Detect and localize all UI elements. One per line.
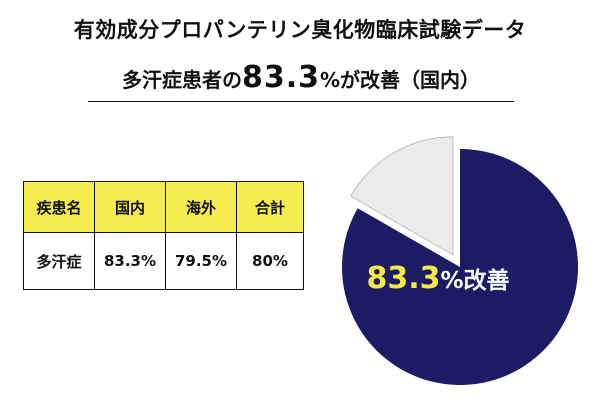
- improvement-pie-chart: 83.3%改善: [342, 136, 578, 385]
- header-cell-total: 合計: [236, 181, 304, 233]
- cell-overseas: 79.5%: [165, 232, 237, 290]
- cell-total: 80%: [236, 232, 304, 290]
- table-row: 多汗症 83.3% 79.5% 80%: [23, 232, 304, 290]
- trial-data-table: 疾患名 国内 海外 合計 多汗症 83.3% 79.5% 80%: [23, 181, 304, 290]
- headline-prefix: 多汗症患者の: [121, 68, 242, 92]
- page-title: 有効成分プロパンテリン臭化物臨床試験データ: [73, 18, 527, 42]
- header-cell-overseas: 海外: [165, 181, 237, 233]
- cell-disease: 多汗症: [23, 232, 95, 290]
- header-cell-disease: 疾患名: [23, 181, 95, 233]
- table-header-row: 疾患名 国内 海外 合計: [23, 181, 304, 233]
- pie-label-value: 83.3: [366, 261, 440, 296]
- headline-suffix: %が改善（国内）: [319, 68, 481, 92]
- pie-slice-label: 83.3%改善: [366, 261, 509, 296]
- header-cell-domestic: 国内: [94, 181, 166, 233]
- pie-slice-remainder: [349, 136, 454, 256]
- headline-underline: [88, 101, 514, 102]
- headline-value: 83.3: [241, 60, 320, 95]
- pie-slice-improved: [342, 149, 578, 385]
- cell-domestic: 83.3%: [94, 232, 166, 290]
- headline: 多汗症患者の83.3%が改善（国内）: [88, 60, 514, 95]
- pie-label-suffix: %改善: [440, 267, 509, 294]
